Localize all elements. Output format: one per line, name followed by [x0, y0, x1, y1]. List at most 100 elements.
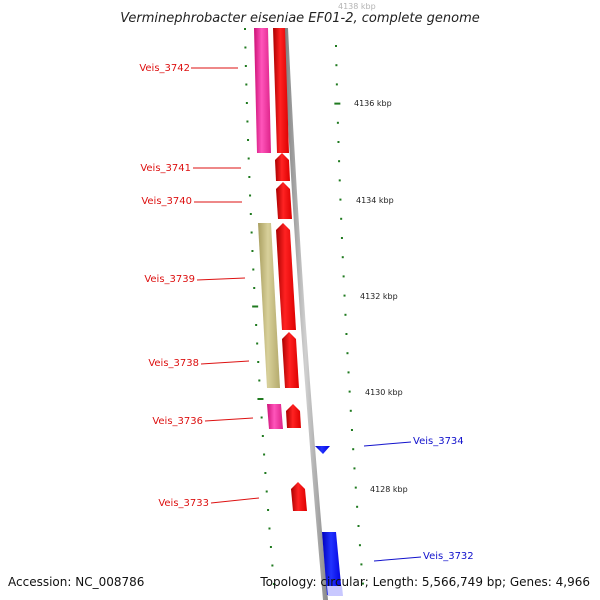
gene-arrow-3742	[273, 28, 289, 153]
tick-mark	[338, 179, 341, 182]
gene-arrow-3740	[276, 182, 292, 219]
gene-arrow-3739	[276, 223, 296, 330]
tick-mark	[346, 352, 349, 355]
tick-mark	[347, 371, 350, 374]
leader-line-3734	[363, 441, 412, 447]
leader-line-3736	[204, 417, 254, 422]
tick-mark	[246, 120, 249, 123]
feature-olive-3739	[258, 223, 280, 388]
tick-mark	[244, 46, 247, 49]
gene-label-3733[interactable]: Veis_3733	[158, 498, 209, 509]
tick-mark	[244, 28, 246, 30]
tick-mark	[334, 102, 341, 105]
kbp-label-4128: 4128 kbp	[370, 485, 408, 494]
tick-mark	[257, 361, 260, 363]
kbp-label-4130: 4130 kbp	[365, 388, 403, 397]
tick-mark	[249, 213, 252, 215]
tick-mark	[268, 527, 271, 530]
gene-label-group-3733: Veis_3733	[158, 497, 260, 509]
kbp-label-4132: 4132 kbp	[360, 292, 398, 301]
tick-mark	[250, 231, 253, 234]
gene-label-3736[interactable]: Veis_3736	[152, 416, 203, 427]
tick-mark	[248, 176, 251, 178]
gene-arrow-3736	[286, 404, 301, 428]
gene-label-3734[interactable]: Veis_3734	[413, 436, 464, 447]
tick-mark	[343, 294, 346, 297]
gene-arrow-3732	[322, 532, 342, 595]
gene-arrow-3738	[282, 332, 299, 388]
tick-mark	[247, 139, 250, 141]
tick-mark	[257, 398, 264, 400]
tick-mark	[361, 582, 364, 585]
tick-mark	[339, 198, 342, 201]
topology-text: Topology: circular; Length: 5,566,749 bp…	[259, 575, 590, 589]
tick-mark	[251, 250, 254, 252]
map-title: Verminephrobacter eiseniae EF01-2, compl…	[120, 11, 479, 26]
tick-mark	[245, 83, 248, 86]
tick-mark	[349, 409, 352, 412]
tick-mark	[360, 563, 363, 566]
gene-label-group-3741: Veis_3741	[140, 163, 241, 174]
kbp-label-4136: 4136 kbp	[354, 99, 392, 108]
feature-pink-3736	[267, 404, 283, 429]
gene-arrow-3732-tail	[327, 586, 343, 596]
gene-label-group-3732: Veis_3732	[373, 551, 474, 562]
tick-mark	[345, 333, 348, 335]
leader-line-3732	[373, 556, 422, 562]
leader-line-3733	[210, 497, 260, 504]
tick-mark	[269, 546, 272, 548]
tick-mark	[261, 435, 264, 437]
tick-mark	[265, 490, 268, 493]
tick-mark	[335, 64, 338, 67]
feature-pink-3742	[254, 28, 271, 153]
accession-text: Accession: NC_008786	[8, 575, 144, 589]
tick-mark	[252, 268, 255, 271]
kbp-label-4134: 4134 kbp	[356, 196, 394, 205]
tick-mark	[348, 390, 351, 393]
tick-mark	[249, 194, 252, 197]
tick-mark	[352, 448, 355, 451]
tick-mark	[338, 160, 341, 163]
gene-label-3741[interactable]: Veis_3741	[140, 163, 191, 174]
gene-arrow-3734	[315, 446, 330, 454]
gene-label-group-3738: Veis_3738	[148, 358, 250, 369]
gene-label-3732[interactable]: Veis_3732	[423, 551, 474, 562]
gene-label-group-3742: Veis_3742	[139, 63, 238, 74]
tick-mark	[271, 564, 274, 567]
kbp-label-partial: 4138 kbp	[338, 2, 376, 11]
tick-mark	[341, 256, 344, 259]
gene-label-group-3739: Veis_3739	[144, 274, 246, 285]
tick-mark	[255, 324, 258, 326]
tick-mark	[340, 217, 343, 220]
genome-backbone	[283, 28, 328, 600]
tick-mark	[358, 544, 361, 547]
tick-mark	[350, 429, 353, 431]
tick-mark	[342, 275, 345, 278]
tick-mark	[264, 472, 267, 474]
gene-label-group-3734: Veis_3734	[363, 436, 464, 447]
tick-mark	[253, 287, 256, 289]
gene-label-group-3736: Veis_3736	[152, 416, 254, 427]
tick-marks	[244, 28, 364, 585]
gene-label-3742[interactable]: Veis_3742	[139, 63, 190, 74]
gene-label-3740[interactable]: Veis_3740	[141, 196, 192, 207]
tick-mark	[344, 313, 347, 316]
gene-arrow-3741	[275, 153, 290, 181]
tick-mark	[258, 379, 261, 382]
tick-mark	[244, 65, 247, 67]
leader-line-3738	[200, 360, 250, 365]
gene-label-3739[interactable]: Veis_3739	[144, 274, 195, 285]
tick-mark	[256, 342, 259, 345]
tick-mark	[335, 45, 337, 47]
tick-mark	[267, 509, 270, 511]
gene-label-3738[interactable]: Veis_3738	[148, 358, 199, 369]
tick-mark	[354, 486, 357, 489]
tick-mark	[252, 305, 259, 308]
tick-mark	[337, 141, 340, 143]
tick-mark	[335, 83, 338, 86]
gene-arrow-3733	[291, 482, 307, 511]
tick-mark	[272, 583, 275, 585]
tick-mark	[247, 157, 250, 160]
tick-mark	[336, 121, 339, 124]
